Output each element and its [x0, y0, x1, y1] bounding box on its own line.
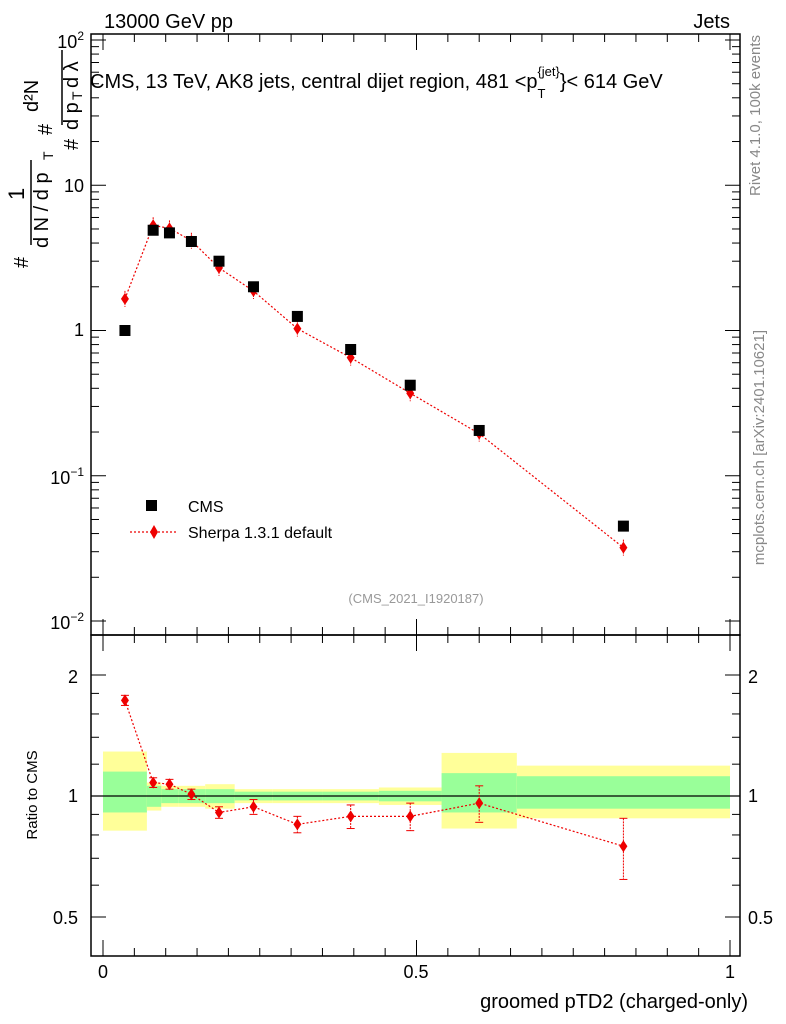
ratio-tick-label-2-right: 2 [748, 667, 758, 687]
y-tick-label-10: 10 [64, 176, 84, 196]
axis-ticks [91, 34, 740, 956]
x-axis-label: groomed pTD2 (charged-only) [480, 991, 748, 1013]
band-inner-10 [516, 776, 730, 809]
svg-text:#: # [35, 123, 57, 135]
legend-mc-label: Sherpa 1.3.1 default [188, 525, 333, 542]
ratio-tick-label-0.5-right: 0.5 [748, 908, 773, 928]
cms-point-0 [119, 325, 131, 336]
legend-mc-marker [150, 525, 158, 539]
y-tick-label-100: 102 [57, 29, 84, 52]
ratio-point-4 [214, 806, 223, 819]
ratio-point-5 [249, 800, 258, 813]
cms-point-5 [247, 281, 259, 293]
mc-point-6 [293, 322, 302, 335]
y-tick-label-1: 1 [74, 320, 84, 340]
cms-point-7 [345, 343, 357, 355]
svg-text:d p: d p [61, 102, 83, 130]
ratio-point-2 [165, 778, 174, 791]
mc-point-0 [120, 292, 129, 305]
svg-text:d λ: d λ [61, 61, 83, 88]
legend-cms-label: CMS [188, 499, 224, 516]
ratio-plot-data [120, 694, 628, 880]
x-tick-label-0: 0 [98, 962, 108, 982]
svg-text:d N / d p: d N / d p [31, 172, 53, 248]
cms-point-8 [404, 379, 416, 391]
cms-point-2 [163, 227, 175, 239]
svg-text:d²N: d²N [21, 80, 43, 112]
ratio-point-1 [149, 776, 158, 789]
ratio-point-10 [619, 840, 628, 853]
ratio-y-tick-labels: 2 1 0.5 2 1 0.5 [53, 667, 773, 928]
ratio-point-8 [406, 810, 415, 823]
rivet-version-label: Rivet 4.1.0, 100k events [747, 35, 764, 196]
svg-text:T: T [69, 91, 85, 100]
cms-point-1 [147, 224, 159, 236]
x-tick-labels: 0 0.5 1 [98, 962, 735, 982]
header-category-label: Jets [693, 11, 730, 33]
y-tick-label-0.01: 10−2 [50, 610, 84, 633]
cms-point-10 [617, 520, 629, 532]
cms-point-6 [291, 310, 303, 322]
ratio-point-9 [475, 797, 484, 810]
legend-cms-marker [146, 500, 157, 511]
ratio-uncertainty-bands [91, 751, 740, 831]
svg-text:#: # [61, 138, 83, 150]
top-plot-data [119, 217, 629, 556]
ratio-tick-label-2: 2 [68, 667, 78, 687]
analysis-tag: (CMS_2021_I1920187) [348, 591, 483, 606]
cms-point-4 [213, 255, 225, 267]
header-energy-label: 13000 GeV pp [104, 11, 233, 33]
top-y-axis-label: # 1 d N / d p T # d²N d p T d λ # [4, 50, 85, 268]
mcplots-source-label: mcplots.cern.ch [arXiv:2401.10621] [751, 330, 768, 565]
svg-text:1: 1 [4, 188, 29, 200]
x-tick-label-1: 1 [725, 962, 735, 982]
band-inner-0 [103, 771, 147, 813]
ratio-y-axis-label: Ratio to CMS [24, 750, 41, 839]
ratio-point-3 [187, 788, 196, 801]
ratio-point-7 [346, 810, 355, 823]
ratio-tick-label-1-right: 1 [748, 786, 758, 806]
ratio-point-6 [293, 818, 302, 831]
ratio-tick-label-1: 1 [68, 786, 78, 806]
chart-title: CMS, 13 TeV, AK8 jets, central dijet reg… [90, 64, 663, 101]
top-plot-frame [90, 33, 741, 636]
x-tick-label-0.5: 0.5 [403, 962, 428, 982]
cms-point-3 [185, 235, 197, 247]
ratio-point-0 [120, 694, 129, 707]
svg-text:T: T [40, 151, 56, 160]
svg-text:#: # [11, 256, 33, 268]
y-tick-label-0.1: 10−1 [50, 465, 84, 488]
ratio-series-line [124, 700, 624, 847]
mc-point-10 [619, 541, 628, 554]
cms-point-9 [473, 424, 485, 436]
legend: CMS Sherpa 1.3.1 default [130, 499, 333, 542]
ratio-tick-label-0.5: 0.5 [53, 908, 78, 928]
